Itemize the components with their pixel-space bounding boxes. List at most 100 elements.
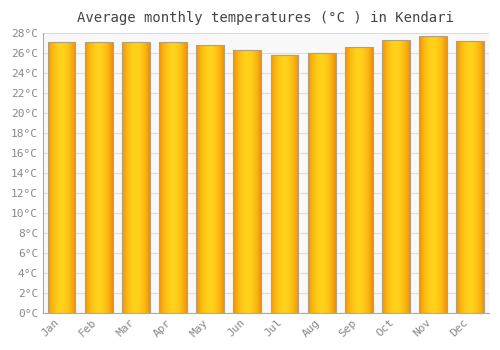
Bar xyxy=(102,42,103,313)
Bar xyxy=(359,47,360,313)
Bar xyxy=(186,42,187,313)
Bar xyxy=(312,53,313,313)
Bar xyxy=(243,50,244,313)
Bar xyxy=(198,45,199,313)
Bar xyxy=(93,42,94,313)
Bar xyxy=(444,36,445,313)
Bar xyxy=(246,50,247,313)
Bar xyxy=(220,45,221,313)
Bar xyxy=(308,53,309,313)
Bar xyxy=(350,47,351,313)
Bar xyxy=(57,42,58,313)
Bar xyxy=(275,55,276,313)
Bar xyxy=(245,50,246,313)
Bar xyxy=(91,42,92,313)
Bar xyxy=(283,55,284,313)
Bar xyxy=(54,42,55,313)
Bar xyxy=(159,42,160,313)
Bar xyxy=(177,42,178,313)
Bar xyxy=(470,41,471,313)
Bar xyxy=(407,40,408,313)
Bar xyxy=(367,47,368,313)
Bar xyxy=(201,45,202,313)
Bar xyxy=(85,42,86,313)
Bar xyxy=(208,45,209,313)
Bar xyxy=(352,47,353,313)
Bar xyxy=(400,40,401,313)
Bar xyxy=(461,41,462,313)
Bar xyxy=(320,53,321,313)
Bar xyxy=(166,42,167,313)
Bar xyxy=(291,55,292,313)
Bar xyxy=(358,47,359,313)
Bar xyxy=(255,50,256,313)
Bar xyxy=(357,47,358,313)
Bar xyxy=(471,41,472,313)
Bar xyxy=(456,41,484,313)
Bar xyxy=(356,47,357,313)
Bar xyxy=(160,42,161,313)
Bar xyxy=(278,55,279,313)
Bar xyxy=(319,53,320,313)
Bar xyxy=(438,36,439,313)
Bar xyxy=(335,53,336,313)
Title: Average monthly temperatures (°C ) in Kendari: Average monthly temperatures (°C ) in Ke… xyxy=(78,11,454,25)
Bar xyxy=(408,40,409,313)
Bar xyxy=(382,40,383,313)
Bar xyxy=(482,41,483,313)
Bar xyxy=(393,40,394,313)
Bar xyxy=(293,55,294,313)
Bar xyxy=(132,42,133,313)
Bar xyxy=(108,42,109,313)
Bar xyxy=(72,42,73,313)
Bar xyxy=(196,45,197,313)
Bar xyxy=(372,47,373,313)
Bar xyxy=(330,53,331,313)
Bar xyxy=(65,42,66,313)
Bar xyxy=(421,36,422,313)
Bar xyxy=(167,42,168,313)
Bar xyxy=(196,45,197,313)
Bar xyxy=(124,42,125,313)
Bar xyxy=(289,55,290,313)
Bar xyxy=(141,42,142,313)
Bar xyxy=(390,40,391,313)
Bar xyxy=(95,42,96,313)
Bar xyxy=(328,53,329,313)
Bar xyxy=(327,53,328,313)
Bar xyxy=(59,42,60,313)
Bar xyxy=(88,42,89,313)
Bar xyxy=(149,42,150,313)
Bar xyxy=(445,36,446,313)
Bar xyxy=(202,45,203,313)
Bar xyxy=(247,50,248,313)
Bar xyxy=(464,41,465,313)
Bar xyxy=(178,42,179,313)
Bar xyxy=(355,47,356,313)
Bar xyxy=(128,42,129,313)
Bar xyxy=(176,42,177,313)
Bar xyxy=(326,53,327,313)
Bar xyxy=(472,41,473,313)
Bar xyxy=(354,47,355,313)
Bar xyxy=(296,55,297,313)
Bar xyxy=(242,50,243,313)
Bar xyxy=(314,53,315,313)
Bar xyxy=(384,40,385,313)
Bar xyxy=(404,40,405,313)
Bar xyxy=(388,40,389,313)
Bar xyxy=(322,53,323,313)
Bar xyxy=(138,42,139,313)
Bar xyxy=(437,36,438,313)
Bar xyxy=(109,42,110,313)
Bar xyxy=(325,53,326,313)
Bar xyxy=(422,36,423,313)
Bar xyxy=(235,50,236,313)
Bar xyxy=(260,50,261,313)
Bar xyxy=(110,42,111,313)
Bar xyxy=(161,42,162,313)
Bar xyxy=(48,42,49,313)
Bar xyxy=(401,40,402,313)
Bar xyxy=(402,40,403,313)
Bar xyxy=(318,53,319,313)
